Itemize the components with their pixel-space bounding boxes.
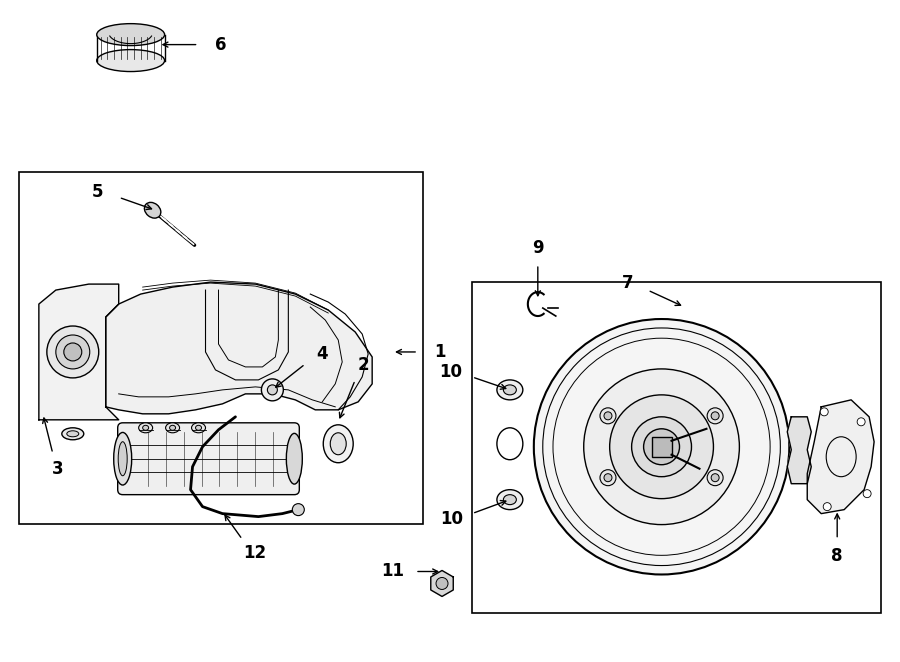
Ellipse shape [192,423,205,433]
Text: 4: 4 [317,345,328,363]
Ellipse shape [267,385,277,395]
Ellipse shape [330,433,346,455]
Text: 7: 7 [622,275,634,293]
Ellipse shape [286,434,302,484]
Ellipse shape [118,442,127,476]
Ellipse shape [67,431,79,437]
Ellipse shape [47,326,99,378]
Ellipse shape [707,408,723,424]
Polygon shape [788,417,811,484]
Circle shape [824,502,832,510]
Ellipse shape [503,495,517,504]
Ellipse shape [604,412,612,420]
Ellipse shape [166,423,180,433]
Ellipse shape [711,412,719,420]
Circle shape [820,408,828,416]
Ellipse shape [56,335,90,369]
Polygon shape [39,284,119,420]
Ellipse shape [323,425,353,463]
Ellipse shape [497,490,523,510]
Ellipse shape [195,425,202,430]
Text: 10: 10 [440,510,463,528]
Circle shape [436,577,448,589]
Ellipse shape [600,470,616,486]
Text: 2: 2 [357,356,369,374]
Text: 11: 11 [382,563,405,581]
Text: 9: 9 [532,239,544,257]
Ellipse shape [142,425,148,430]
Bar [19,172,423,524]
Polygon shape [105,282,373,414]
Ellipse shape [604,474,612,482]
Ellipse shape [96,50,165,71]
Circle shape [644,429,680,465]
Ellipse shape [711,474,719,482]
Text: 3: 3 [52,460,64,478]
Bar [472,282,881,614]
Ellipse shape [144,203,161,218]
Bar [652,437,671,457]
Ellipse shape [113,432,131,485]
Text: 12: 12 [244,544,266,561]
Ellipse shape [62,428,84,440]
Circle shape [292,504,304,516]
Circle shape [584,369,740,524]
Polygon shape [807,400,874,514]
Circle shape [863,490,871,498]
Circle shape [632,417,691,477]
Text: 10: 10 [440,363,463,381]
Text: 5: 5 [92,183,104,201]
Ellipse shape [64,343,82,361]
Ellipse shape [169,425,176,430]
FancyBboxPatch shape [118,423,300,495]
Circle shape [857,418,865,426]
Text: 6: 6 [215,36,226,54]
Circle shape [534,319,789,575]
Ellipse shape [600,408,616,424]
Ellipse shape [96,24,165,46]
Text: 8: 8 [832,547,843,565]
Circle shape [609,395,714,498]
Ellipse shape [503,385,517,395]
Ellipse shape [707,470,723,486]
Ellipse shape [497,380,523,400]
Ellipse shape [261,379,284,401]
Ellipse shape [139,423,153,433]
Text: 1: 1 [435,343,446,361]
Polygon shape [431,571,454,596]
